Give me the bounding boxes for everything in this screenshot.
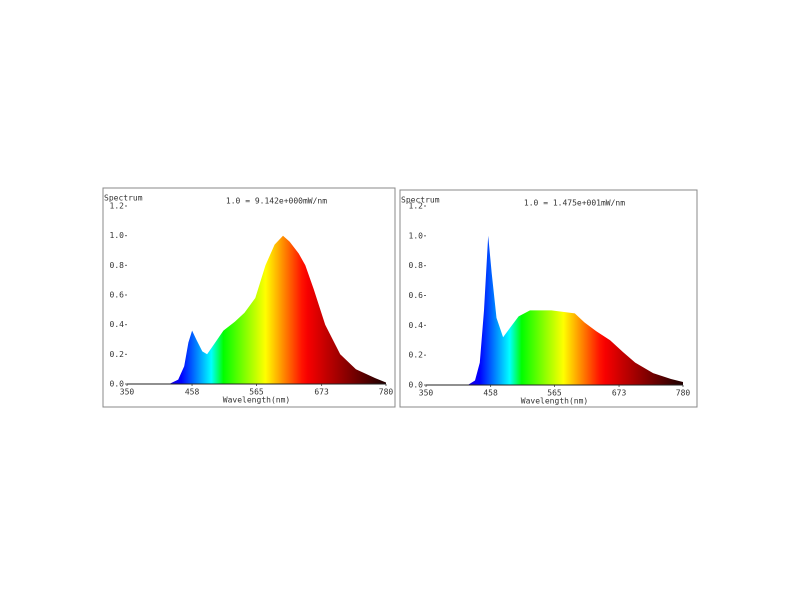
x-axis-label: Wavelength(nm) <box>521 397 588 406</box>
chart-title: Spectrum <box>104 194 143 203</box>
x-axis-label: Wavelength(nm) <box>223 396 290 405</box>
x-tick-label: 780 <box>379 388 394 397</box>
x-tick-label: 565 <box>249 388 264 397</box>
y-tick-label: 0.0 <box>409 381 424 390</box>
x-tick-label: 350 <box>419 389 434 398</box>
annotation: 1.0 = 1.475e+001mW/nm <box>524 199 625 208</box>
x-tick-label: 458 <box>483 389 498 398</box>
annotation: 1.0 = 9.142e+000mW/nm <box>226 197 327 206</box>
spectrum-area <box>426 235 683 385</box>
y-tick-label: 1.0 <box>110 231 125 240</box>
chart-title: Spectrum <box>401 196 440 205</box>
y-tick-label: 1.0 <box>409 231 424 240</box>
y-tick-label: 0.8 <box>110 261 125 270</box>
x-tick-label: 458 <box>185 388 200 397</box>
y-tick-label: 0.8 <box>409 261 424 270</box>
x-tick-label: 673 <box>314 388 329 397</box>
y-tick-label: 0.2 <box>110 350 125 359</box>
y-tick-label: 1.2 <box>409 202 424 211</box>
x-tick-label: 565 <box>547 389 562 398</box>
y-tick-label: 0.0 <box>110 380 125 389</box>
spectrum-area <box>127 235 386 384</box>
y-tick-label: 0.6 <box>409 291 424 300</box>
x-tick-label: 673 <box>612 389 627 398</box>
y-tick-label: 0.4 <box>409 321 424 330</box>
x-tick-label: 780 <box>676 389 691 398</box>
y-tick-label: 1.2 <box>110 202 125 211</box>
y-tick-label: 0.4 <box>110 320 125 329</box>
y-tick-label: 0.6 <box>110 291 125 300</box>
y-tick-label: 0.2 <box>409 351 424 360</box>
x-tick-label: 350 <box>120 388 135 397</box>
